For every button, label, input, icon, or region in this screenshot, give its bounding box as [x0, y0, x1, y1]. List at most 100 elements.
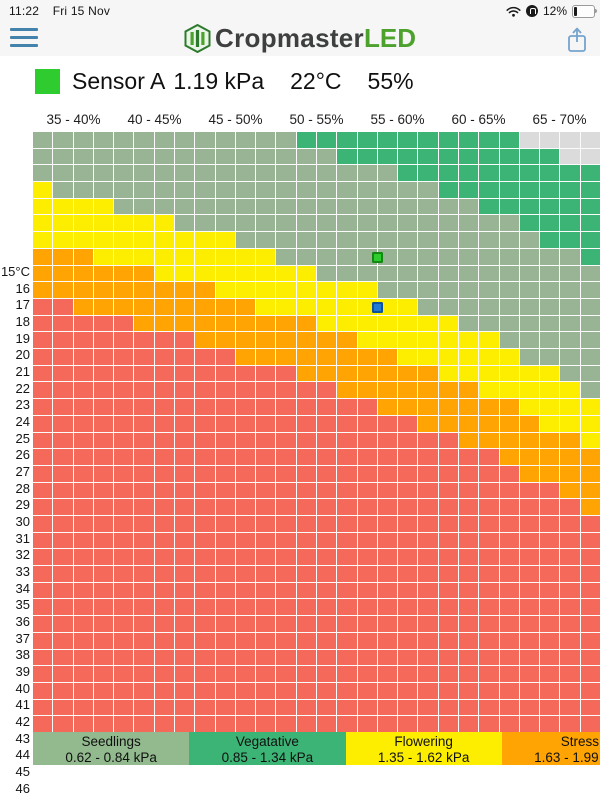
vpd-cell — [53, 248, 73, 265]
vpd-cell — [438, 265, 458, 282]
vpd-cell — [53, 632, 73, 649]
vpd-cell — [418, 198, 438, 215]
vpd-cell — [134, 532, 154, 549]
vpd-cell — [540, 649, 560, 666]
vpd-cell — [499, 165, 519, 182]
vpd-cell — [93, 549, 114, 566]
vpd-cell — [134, 582, 154, 599]
vpd-cell — [134, 432, 154, 449]
vpd-cell — [580, 549, 600, 566]
vpd-cell — [519, 332, 540, 349]
vpd-cell — [438, 582, 458, 599]
temperature-row-label: 32 — [15, 547, 30, 563]
vpd-cell — [398, 599, 418, 616]
vpd-cell — [560, 532, 580, 549]
vpd-cell — [398, 716, 418, 732]
vpd-cell — [459, 649, 479, 666]
menu-icon[interactable] — [10, 28, 38, 49]
vpd-cell — [317, 332, 337, 349]
vpd-cell — [276, 632, 296, 649]
vpd-cell — [317, 616, 337, 632]
vpd-cell — [519, 198, 540, 215]
vpd-cell — [215, 382, 235, 399]
vpd-cell — [479, 132, 499, 148]
vpd-cell — [398, 682, 418, 699]
vpd-cell — [73, 465, 93, 482]
vpd-cell — [479, 532, 499, 549]
vpd-cell — [499, 198, 519, 215]
vpd-cell — [479, 499, 499, 515]
vpd-cell — [134, 232, 154, 248]
vpd-cell — [438, 165, 458, 182]
vpd-cell — [499, 399, 519, 415]
vpd-cell — [256, 515, 276, 532]
vpd-cell — [357, 232, 377, 248]
vpd-cell — [317, 282, 337, 298]
vpd-cell — [540, 449, 560, 465]
vpd-cell — [93, 582, 114, 599]
vpd-cell — [499, 599, 519, 616]
vpd-cell — [438, 298, 458, 315]
vpd-cell — [519, 132, 540, 148]
vpd-cell — [560, 415, 580, 432]
vpd-cell — [519, 148, 540, 165]
vpd-cell — [175, 349, 195, 365]
vpd-cell — [560, 232, 580, 248]
vpd-cell — [377, 699, 398, 716]
vpd-cell — [154, 699, 174, 716]
vpd-cell — [377, 666, 398, 682]
vpd-cell — [114, 432, 134, 449]
vpd-cell — [154, 132, 174, 148]
vpd-cell — [114, 599, 134, 616]
vpd-cell — [499, 515, 519, 532]
vpd-cell — [235, 716, 256, 732]
vpd-cell — [33, 465, 53, 482]
vpd-cell — [296, 165, 316, 182]
vpd-cell — [154, 682, 174, 699]
vpd-cell — [53, 549, 73, 566]
vpd-cell — [377, 282, 398, 298]
vpd-cell — [215, 399, 235, 415]
vpd-cell — [560, 649, 580, 666]
vpd-cell — [357, 582, 377, 599]
vpd-cell — [215, 699, 235, 716]
vpd-cell — [175, 365, 195, 382]
vpd-cell — [215, 315, 235, 332]
vpd-cell — [540, 148, 560, 165]
vpd-cell — [175, 599, 195, 616]
date: Fri 15 Nov — [52, 4, 111, 18]
vpd-cell — [296, 315, 316, 332]
vpd-cell — [33, 365, 53, 382]
vpd-cell — [519, 582, 540, 599]
vpd-cell — [560, 549, 580, 566]
vpd-cell — [276, 399, 296, 415]
vpd-cell — [540, 666, 560, 682]
vpd-cell — [235, 315, 256, 332]
sensor-reading: Sensor A 1.19 kPa 22°C 55% — [72, 68, 414, 95]
vpd-cell — [438, 182, 458, 198]
vpd-cell — [134, 699, 154, 716]
vpd-cell — [519, 432, 540, 449]
vpd-cell — [296, 482, 316, 499]
vpd-cell — [276, 499, 296, 515]
vpd-cell — [499, 616, 519, 632]
vpd-cell — [93, 449, 114, 465]
vpd-cell — [175, 432, 195, 449]
vpd-cell — [357, 165, 377, 182]
vpd-cell — [357, 465, 377, 482]
vpd-cell — [73, 415, 93, 432]
vpd-cell — [195, 382, 215, 399]
vpd-cell — [256, 415, 276, 432]
vpd-cell — [398, 298, 418, 315]
vpd-cell — [337, 716, 357, 732]
temperature-row-label: 38 — [15, 647, 30, 663]
vpd-cell — [398, 232, 418, 248]
vpd-cell — [499, 465, 519, 482]
vpd-cell — [580, 465, 600, 482]
sensor-row[interactable]: Sensor A 1.19 kPa 22°C 55% — [0, 56, 600, 110]
share-icon[interactable] — [565, 26, 589, 54]
vpd-cell — [276, 449, 296, 465]
vpd-cell — [459, 382, 479, 399]
vpd-cell — [459, 132, 479, 148]
vpd-cell — [540, 215, 560, 232]
